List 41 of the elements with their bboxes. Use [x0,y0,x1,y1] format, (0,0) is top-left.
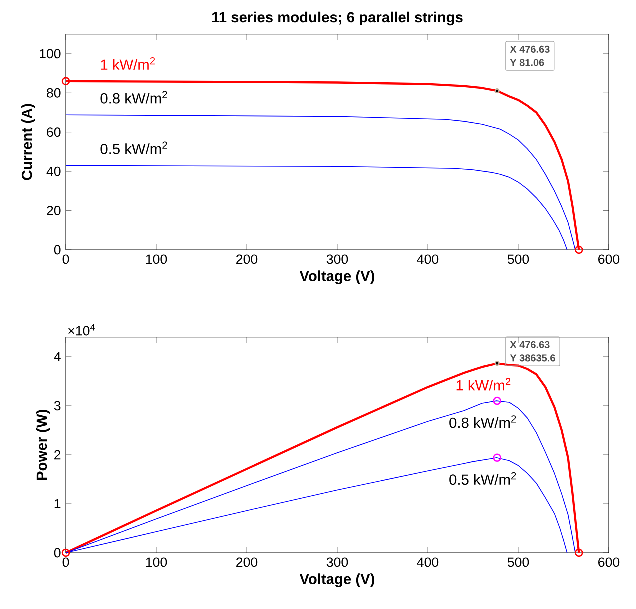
x-tick-label: 200 [236,254,258,264]
y-tick-label: 20 [47,206,61,216]
text: ×10$^{4}$ [68,324,96,336]
y-axis-title: Power (W) [36,410,50,480]
y-tick-label: 0 [54,548,61,558]
x-tick-label: 300 [326,254,348,264]
y-tick-label: 40 [46,166,61,176]
x-tick-label: 0 [62,558,70,568]
y-tick-label: 80 [47,88,61,98]
y-tick-label: 1 [54,499,61,509]
annotation: Y 38635.6 [510,354,556,362]
annotation: X 476.63 [510,46,550,53]
chart-title: 11 series modules; 6 parallel strings [212,12,463,26]
annotation: X 476.63 [510,341,550,348]
x-tick-label: 400 [417,558,439,568]
y-tick-label: 100 [40,49,61,59]
x-axis-title: Voltage (V) [300,270,375,284]
series-label: 0.5 kW/m$^{2}$ [100,142,168,154]
series-label: 1 kW/m$^{2}$ [101,57,156,70]
y-tick-label: 3 [54,401,61,411]
x-tick-label: 300 [326,558,348,568]
series-label: 0.8 kW/m$^{2}$ [100,91,168,104]
y-tick-label: 4 [54,352,61,362]
x-tick-label: 100 [146,558,168,568]
x-tick-label: 200 [236,558,258,568]
x-tick-label: 500 [508,558,530,568]
x-tick-label: 600 [598,254,620,264]
x-tick-label: 0 [62,254,70,264]
x-tick-label: 500 [508,254,530,264]
annotation: Y 81.06 [510,59,544,66]
x-tick-label: 100 [146,254,168,264]
x-tick-label: 600 [598,558,620,568]
x-tick-label: 400 [417,254,439,264]
y-tick-label: 0 [54,245,61,255]
y-tick-label: 60 [47,128,61,138]
series-label: 0.8 kW/m$^{2}$ [450,416,516,428]
series-label: 1 kW/m$^{2}$ [456,378,511,391]
y-axis-title: Current (A) [22,104,36,180]
series-label: 0.5 kW/m$^{2}$ [450,472,516,486]
x-axis-title: Voltage (V) [300,574,375,588]
y-tick-label: 2 [54,450,61,460]
